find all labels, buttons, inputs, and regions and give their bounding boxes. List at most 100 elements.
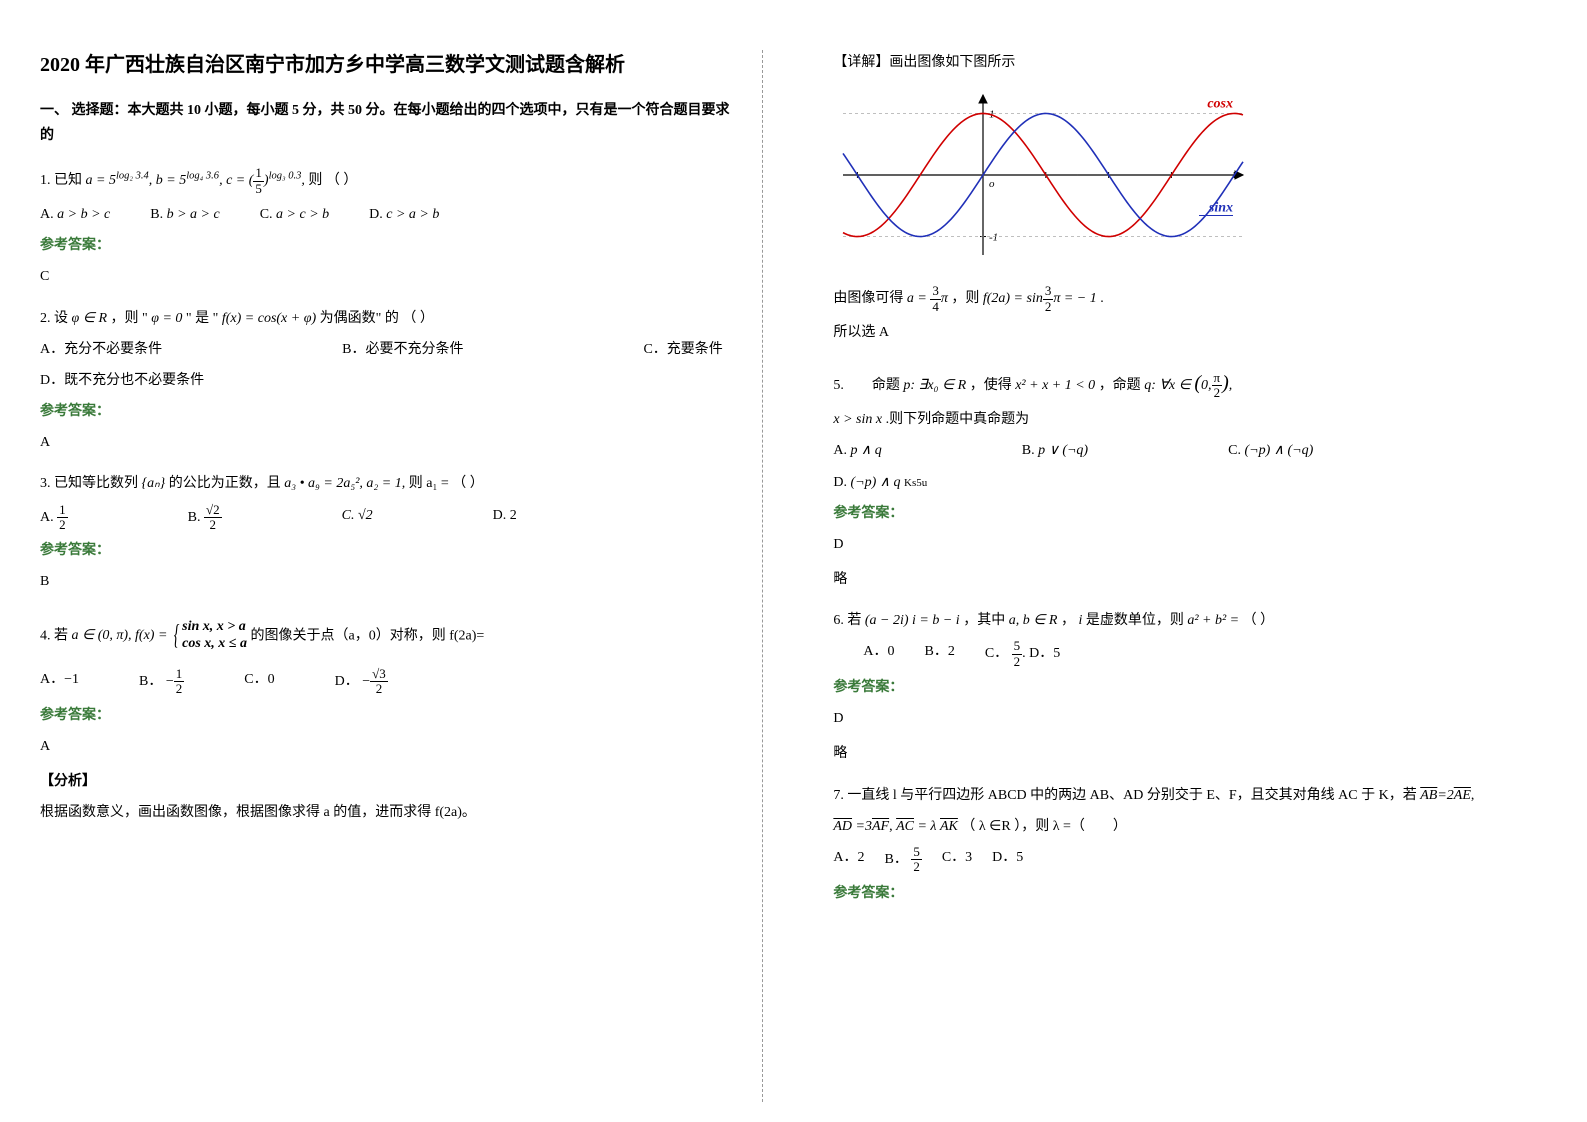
q4-answer: A <box>40 734 732 759</box>
q2-prefix: 2. 设 <box>40 311 68 326</box>
q6-eq: (a − 2i) i = b − i <box>865 613 960 628</box>
q2-phir: φ ∈ R <box>72 311 108 326</box>
q6-mid: ，其中 <box>963 613 1005 628</box>
q1-opt-a: A. a > b > c <box>40 202 110 227</box>
page-title: 2020 年广西壮族自治区南宁市加方乡中学高三数学文测试题含解析 <box>40 50 732 80</box>
q1-a: a = 5 <box>86 173 116 188</box>
q4-piecewise: a ∈ (0, π), f(x) = { sin x, x > a cos x,… <box>72 628 251 643</box>
q3-answer: B <box>40 569 732 594</box>
q2-mid3: 为偶函数" 的 （ ） <box>320 311 434 326</box>
q5-plabel: p: <box>903 378 915 393</box>
q6-answer: D <box>833 706 1546 731</box>
q3-opt-c: C. √2 <box>342 503 373 533</box>
q4-analysis: 根据函数意义，画出函数图像，根据图像求得 a 的值，进而求得 f(2a)。 <box>40 800 732 825</box>
q5-pmid: ，使得 <box>970 378 1012 393</box>
q7-opt-b: B． 52 <box>884 845 921 875</box>
answer-label: 参考答案： <box>833 675 1546 700</box>
q4-detail-label: 【详解】画出图像如下图所示 <box>833 50 1546 75</box>
q2-mid2: " 是 " <box>186 311 218 326</box>
q4-analysis-label: 【分析】 <box>40 769 732 794</box>
q1-opt-d: D. c > a > b <box>369 202 439 227</box>
answer-label: 参考答案： <box>40 538 732 563</box>
answer-label: 参考答案： <box>833 501 1546 526</box>
q5-answer: D <box>833 532 1546 557</box>
q1-suffix: , <box>301 173 305 188</box>
q5-omit: 略 <box>833 567 1546 592</box>
q5-qineq: x > sin x <box>833 412 882 427</box>
svg-text:sinx: sinx <box>1208 201 1233 216</box>
q6-opt-a: A．0 <box>863 639 894 669</box>
q2-phi0: φ = 0 <box>151 311 182 326</box>
q3-paren: （ ） <box>452 476 484 491</box>
q4-opt-d: D． −√32 <box>335 667 388 697</box>
q3-opt-d: D. 2 <box>493 503 517 533</box>
q2-opt-d: D．既不充分也不必要条件 <box>40 368 204 393</box>
q3-prefix: 3. 已知等比数列 <box>40 476 138 491</box>
q5-opt-a: A. p ∧ q <box>833 438 881 463</box>
q1-exp-a: log₂ 3.4 <box>116 171 149 182</box>
trig-graph: 1-1ocosxsinx <box>833 85 1253 265</box>
q2-fx: f(x) = cos(x + φ) <box>222 311 316 326</box>
q3-opt-b: B. √22 <box>188 503 222 533</box>
q6-prefix: 6. 若 <box>833 613 861 628</box>
q4-suffix: 的图像关于点（a，0）对称，则 f(2a)= <box>250 628 484 643</box>
question-4: 4. 若 a ∈ (0, π), f(x) = { sin x, x > a c… <box>40 611 732 826</box>
question-6: 6. 若 (a − 2i) i = b − i ，其中 a, b ∈ R ， i… <box>833 608 1546 766</box>
q6-target: a² + b² = <box>1187 613 1239 628</box>
q3-opt-a: A. 12 <box>40 503 68 533</box>
q6-isuffix: 是虚数单位，则 <box>1086 613 1184 628</box>
answer-label: 参考答案： <box>40 233 732 258</box>
q5-qsep: ，命题 <box>1099 378 1141 393</box>
q7-opt-c: C．3 <box>942 845 972 875</box>
q5-qbody: ∀x ∈ (0,π2), <box>1159 378 1232 393</box>
q4-conclude-final: 所以选 A <box>833 320 1546 345</box>
q5-qlabel: q: <box>1144 378 1156 393</box>
q7-paren: （ λ ∈R ），则 λ =（ ） <box>961 819 1127 834</box>
q6-paren: （ ） <box>1243 613 1275 628</box>
q6-mid2: ， <box>1061 613 1075 628</box>
q1-then: 则 （ ） <box>308 173 357 188</box>
q7-opt-d: D．5 <box>992 845 1023 875</box>
question-1: 1. 已知 a = 5log₂ 3.4, b = 5log₄ 3.6, c = … <box>40 166 732 289</box>
q6-ab: a, b ∈ R <box>1009 613 1058 628</box>
q5-opt-b: B. p ∨ (¬q) <box>1022 438 1088 463</box>
q2-opt-c: C．充要条件 <box>643 337 722 362</box>
q6-opt-b: B．2 <box>924 639 954 669</box>
q1-opt-c: C. a > c > b <box>260 202 329 227</box>
q1-answer: C <box>40 264 732 289</box>
q7-text1: 7. 一直线 l 与平行四边形 ABCD 中的两边 AB、AD 分别交于 E、F… <box>833 788 1416 803</box>
q4-opt-a: A．−1 <box>40 667 79 697</box>
q1-opt-b: B. b > a > c <box>150 202 219 227</box>
q1-exp-b: log₄ 3.6 <box>186 171 219 182</box>
q4-opt-c: C．0 <box>244 667 274 697</box>
q5-pbody: ∃x₀ ∈ R <box>919 378 967 393</box>
q1-cden: 5 <box>253 182 264 196</box>
q1-exp-c: log₃ 0.3 <box>269 171 302 182</box>
q5-opt-c: C. (¬p) ∧ (¬q) <box>1228 438 1313 463</box>
q1-formula: a = 5log₂ 3.4, b = 5log₄ 3.6, c = (15)lo… <box>86 173 309 188</box>
q3-seq: {aₙ} <box>142 476 166 491</box>
q5-prefix: 5. 命题 <box>833 378 900 393</box>
q4-graph: 1-1ocosxsinx <box>833 85 1546 274</box>
q2-answer: A <box>40 430 732 455</box>
section-intro: 一、 选择题：本大题共 10 小题，每小题 5 分，共 50 分。在每小题给出的… <box>40 98 732 148</box>
q2-opt-b: B．必要不充分条件 <box>342 337 463 362</box>
q4-conclude: 由图像可得 a = 34π ，则 f(2a) = sin32π = − 1 . <box>833 284 1546 314</box>
q5-opt-d: D. (¬p) ∧ q Ks5u <box>833 470 927 495</box>
q6-i: i <box>1078 613 1082 628</box>
answer-label: 参考答案： <box>40 703 732 728</box>
q6-omit: 略 <box>833 741 1546 766</box>
question-3: 3. 已知等比数列 {aₙ} 的公比为正数，且 a₃ • a₉ = 2a₅², … <box>40 471 732 594</box>
question-5: 5. 命题 p: ∃x₀ ∈ R ，使得 x² + x + 1 < 0 ，命题 … <box>833 365 1546 592</box>
svg-text:-1: -1 <box>989 232 998 244</box>
q3-cond: 的公比为正数，且 <box>169 476 281 491</box>
answer-label: 参考答案： <box>40 399 732 424</box>
q4-opt-b: B． −12 <box>139 667 184 697</box>
q1-cnum: 1 <box>253 166 264 181</box>
svg-text:cosx: cosx <box>1208 97 1234 112</box>
q1-prefix: 1. 已知 <box>40 173 82 188</box>
q7-opt-a: A．2 <box>833 845 864 875</box>
q2-mid1: ，则 " <box>111 311 148 326</box>
q3-eq1: a₃ • a₉ = 2a₅², a₂ = 1, <box>284 476 405 491</box>
q6-opt-c: C． 52. D．5 <box>985 639 1060 669</box>
